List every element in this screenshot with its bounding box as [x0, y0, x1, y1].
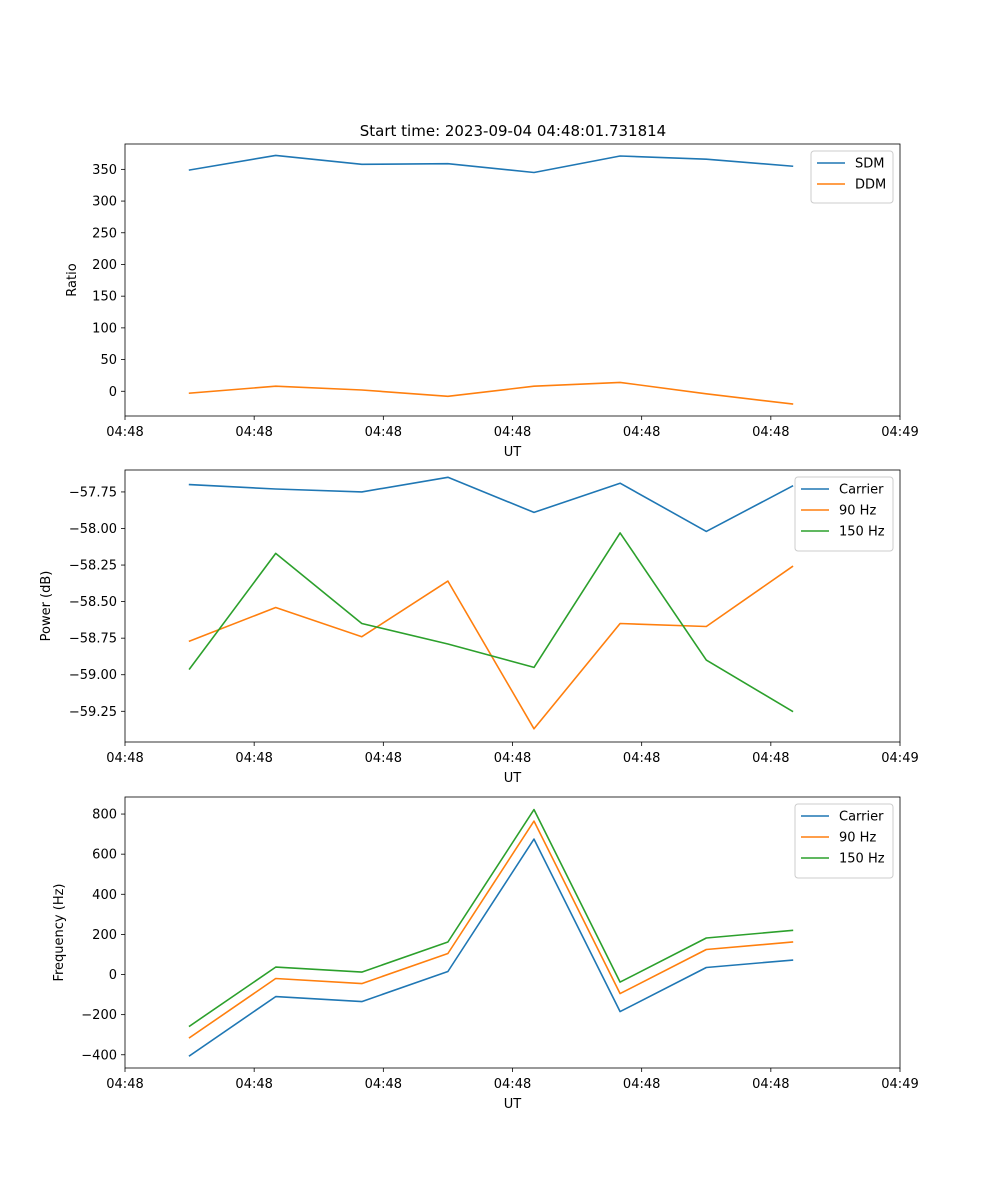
x-tick-label: 04:48 — [623, 1077, 660, 1092]
y-tick-label: −58.75 — [69, 632, 117, 647]
figure-title: Start time: 2023-09-04 04:48:01.731814 — [360, 122, 666, 140]
y-tick-label: −57.75 — [69, 485, 117, 500]
y-tick-label: −400 — [81, 1048, 117, 1063]
legend-label: 90 Hz — [839, 831, 876, 846]
legend-label: 90 Hz — [839, 504, 876, 519]
y-axis-label: Power (dB) — [39, 571, 54, 642]
y-tick-label: −58.00 — [69, 522, 117, 537]
y-tick-label: 100 — [92, 321, 117, 336]
x-tick-label: 04:48 — [365, 751, 402, 766]
legend-label: 150 Hz — [839, 852, 885, 867]
y-tick-label: 250 — [92, 226, 117, 241]
legend-label: Carrier — [839, 483, 884, 498]
y-tick-label: 300 — [92, 195, 117, 210]
y-tick-label: 150 — [92, 290, 117, 305]
x-tick-label: 04:49 — [881, 751, 918, 766]
x-tick-label: 04:49 — [881, 1077, 918, 1092]
y-tick-label: 350 — [92, 163, 117, 178]
x-tick-label: 04:48 — [752, 1077, 789, 1092]
legend-label: 150 Hz — [839, 525, 885, 540]
y-tick-label: −59.00 — [69, 668, 117, 683]
x-tick-label: 04:48 — [106, 751, 143, 766]
x-tick-label: 04:48 — [494, 1077, 531, 1092]
x-tick-label: 04:48 — [235, 425, 272, 440]
y-tick-label: 400 — [92, 888, 117, 903]
x-tick-label: 04:48 — [752, 751, 789, 766]
x-axis-label: UT — [504, 771, 522, 786]
x-tick-label: 04:49 — [881, 425, 918, 440]
x-tick-label: 04:48 — [623, 425, 660, 440]
y-tick-label: 0 — [109, 968, 117, 983]
x-tick-label: 04:48 — [235, 1077, 272, 1092]
y-tick-label: 0 — [109, 385, 117, 400]
x-axis-label: UT — [504, 1097, 522, 1112]
x-tick-label: 04:48 — [365, 1077, 402, 1092]
x-tick-label: 04:48 — [494, 751, 531, 766]
legend-label: SDM — [855, 157, 884, 172]
x-tick-label: 04:48 — [106, 425, 143, 440]
y-axis-label: Frequency (Hz) — [52, 883, 67, 981]
x-tick-label: 04:48 — [365, 425, 402, 440]
y-tick-label: −59.25 — [69, 705, 117, 720]
y-tick-label: 800 — [92, 808, 117, 823]
x-tick-label: 04:48 — [494, 425, 531, 440]
y-tick-label: −58.25 — [69, 559, 117, 574]
y-tick-label: −58.50 — [69, 595, 117, 610]
y-tick-label: 600 — [92, 848, 117, 863]
y-tick-label: 200 — [92, 258, 117, 273]
figure: Start time: 2023-09-04 04:48:01.731814 0… — [0, 0, 1000, 1200]
x-tick-label: 04:48 — [235, 751, 272, 766]
y-tick-label: −200 — [81, 1008, 117, 1023]
legend-label: DDM — [855, 178, 886, 193]
x-axis-label: UT — [504, 445, 522, 460]
x-tick-label: 04:48 — [623, 751, 660, 766]
y-tick-label: 200 — [92, 928, 117, 943]
legend-label: Carrier — [839, 810, 884, 825]
y-axis-label: Ratio — [65, 263, 80, 296]
x-tick-label: 04:48 — [106, 1077, 143, 1092]
x-tick-label: 04:48 — [752, 425, 789, 440]
y-tick-label: 50 — [100, 353, 117, 368]
